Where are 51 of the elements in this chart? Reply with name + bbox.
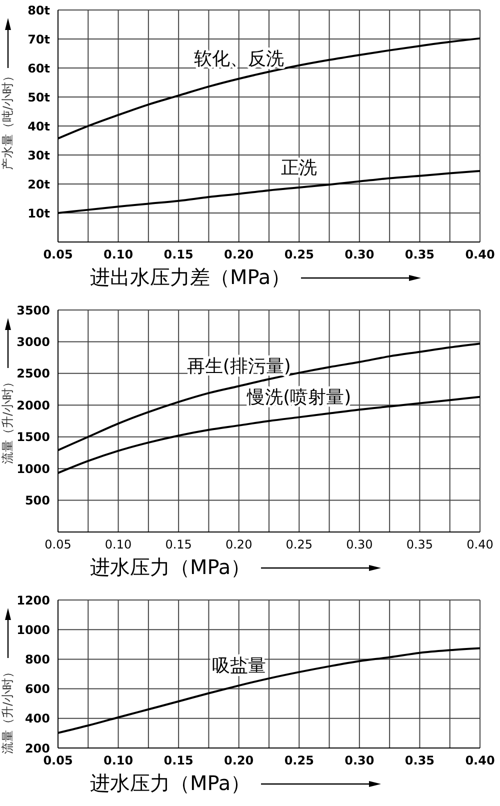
y-tick-label: 60t: [28, 61, 50, 76]
x-axis-title: 进出水压力差（MPa）: [90, 264, 291, 291]
y-tick-label: 50t: [28, 90, 50, 104]
y-tick-label: 1000: [16, 462, 50, 476]
x-tick-label: 0.25: [286, 538, 312, 552]
x-tick-label: 0.10: [103, 248, 134, 262]
y-tick-label: 40t: [28, 119, 50, 134]
y-tick-label: 70t: [28, 32, 50, 46]
y-tick-label: 500: [24, 494, 50, 508]
y-tick-label: 200: [24, 741, 50, 756]
x-axis-title: 进水压力（MPa）: [90, 554, 251, 581]
y-tick-label: 3000: [16, 334, 50, 349]
x-tick-label: 0.15: [164, 754, 194, 768]
x-tick-label: 0.35: [406, 538, 434, 552]
x-tick-label: 0.25: [284, 754, 314, 768]
x-tick-label: 0.35: [404, 248, 435, 262]
x-tick-label: 0.15: [165, 538, 192, 552]
x-tick-label: 0.30: [346, 538, 373, 552]
y-tick-label: 1000: [16, 622, 50, 637]
x-tick-label: 0.40: [466, 538, 494, 552]
x-tick-label: 0.10: [103, 754, 134, 768]
y-tick-label: 1200: [16, 593, 50, 608]
x-axis-title: 进水压力（MPa）: [90, 770, 251, 797]
y-tick-label: 400: [24, 712, 50, 726]
y-tick-label: 10t: [28, 206, 50, 220]
x-tick-label: 0.20: [226, 538, 252, 552]
y-tick-label: 2500: [16, 366, 50, 381]
y-axis-title: 流量（升/小时）: [0, 666, 16, 754]
x-tick-label: 0.05: [43, 754, 73, 768]
y-tick-label: 800: [24, 652, 50, 666]
x-tick-label: 0.35: [404, 754, 435, 768]
x-tick-label: 0.20: [224, 248, 254, 262]
x-tick-label: 0.30: [344, 754, 374, 768]
y-axis-title: 流量（升/小时）: [0, 376, 16, 464]
x-tick-label: 0.10: [104, 538, 132, 552]
y-tick-label: 20t: [28, 177, 50, 192]
x-tick-label: 0.20: [224, 754, 254, 768]
x-tick-label: 0.15: [164, 248, 194, 262]
y-tick-label: 80t: [28, 3, 50, 18]
y-tick-label: 30t: [28, 148, 50, 162]
y-tick-label: 1500: [16, 430, 50, 444]
x-tick-label: 0.30: [344, 248, 374, 262]
y-tick-label: 2000: [16, 398, 50, 412]
y-tick-label: 600: [24, 682, 50, 696]
y-axis-title: 产水量（吨/小时）: [0, 70, 16, 170]
x-tick-label: 0.05: [43, 248, 73, 262]
x-tick-label: 0.25: [284, 248, 314, 262]
x-tick-label: 0.05: [44, 538, 72, 552]
x-tick-label: 0.40: [465, 754, 495, 768]
x-tick-label: 0.40: [465, 248, 495, 262]
y-tick-label: 3500: [16, 303, 50, 318]
